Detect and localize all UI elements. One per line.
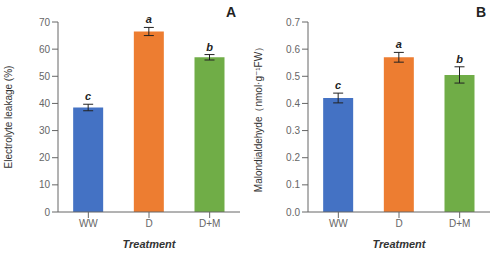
svg-text:30: 30 xyxy=(39,125,51,136)
svg-text:a: a xyxy=(396,38,402,50)
svg-text:b: b xyxy=(206,41,213,53)
html-text:B: B xyxy=(475,4,486,20)
svg-text:b: b xyxy=(456,53,463,65)
svg-text:Treatment: Treatment xyxy=(123,238,177,250)
svg-text:Treatment: Treatment xyxy=(373,238,427,250)
svg-text:Electrolyte leakage (%): Electrolyte leakage (%) xyxy=(8,66,14,169)
svg-text:0.2: 0.2 xyxy=(286,152,300,163)
svg-text:D+M: D+M xyxy=(449,218,470,229)
svg-text:0.5: 0.5 xyxy=(286,71,300,82)
svg-text:0.7: 0.7 xyxy=(286,17,300,28)
svg-text:WW: WW xyxy=(79,218,98,229)
svg-text:0.0: 0.0 xyxy=(286,207,300,218)
svg-text:c: c xyxy=(85,90,91,102)
svg-text:Malondialdehyde（nmol·g⁻¹FW）: Malondialdehyde（nmol·g⁻¹FW） xyxy=(253,42,264,192)
svg-text:60: 60 xyxy=(39,44,51,55)
html-text:A: A xyxy=(225,4,236,20)
svg-text:0.6: 0.6 xyxy=(286,44,300,55)
svg-text:D+M: D+M xyxy=(199,218,220,229)
svg-text:0.3: 0.3 xyxy=(286,125,300,136)
svg-text:20: 20 xyxy=(39,152,51,163)
svg-text:WW: WW xyxy=(329,218,348,229)
svg-text:50: 50 xyxy=(39,71,51,82)
svg-text:0.4: 0.4 xyxy=(286,98,300,109)
svg-text:70: 70 xyxy=(39,17,51,28)
svg-text:0: 0 xyxy=(44,207,50,218)
svg-text:40: 40 xyxy=(39,98,51,109)
svg-text:10: 10 xyxy=(39,179,51,190)
svg-text:a: a xyxy=(146,13,152,25)
svg-text:D: D xyxy=(395,218,402,229)
svg-text:c: c xyxy=(335,79,341,91)
svg-text:D: D xyxy=(145,218,152,229)
svg-text:0.1: 0.1 xyxy=(286,179,300,190)
